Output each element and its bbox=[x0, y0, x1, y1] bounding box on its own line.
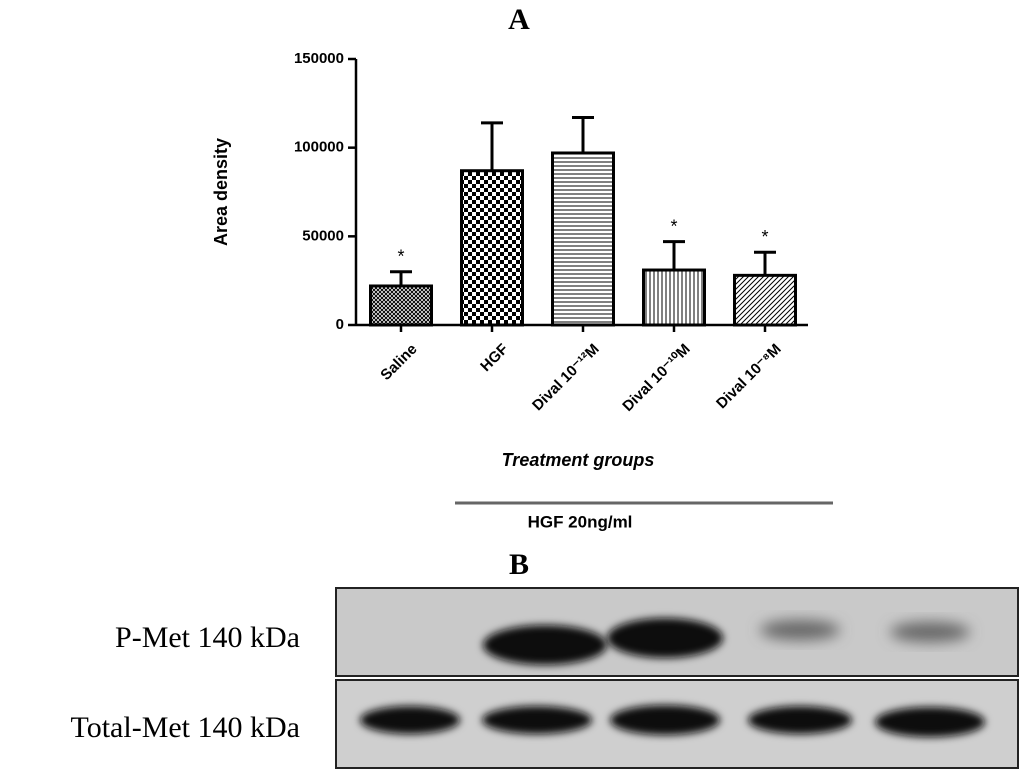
x-tick-label: Dival 10⁻¹²M bbox=[529, 341, 603, 415]
significance-mark: * bbox=[670, 216, 677, 236]
x-axis-title: Treatment groups bbox=[502, 450, 655, 470]
bar bbox=[369, 284, 433, 327]
x-tick-label: Saline bbox=[377, 341, 420, 384]
blot-band bbox=[360, 706, 460, 734]
blot-band bbox=[875, 707, 985, 737]
blot bbox=[335, 587, 1019, 769]
blot-band bbox=[890, 622, 970, 642]
x-tick-label: HGF bbox=[477, 341, 511, 375]
blot-row-label: P-Met 140 kDa bbox=[115, 621, 300, 654]
y-tick-label: 50000 bbox=[302, 227, 344, 244]
panel-label: B bbox=[509, 548, 529, 581]
y-tick-label: 100000 bbox=[294, 139, 344, 156]
significance-mark: * bbox=[397, 247, 404, 267]
y-tick-label: 0 bbox=[336, 316, 344, 333]
bracket-label: HGF 20ng/ml bbox=[528, 512, 633, 531]
bar bbox=[733, 273, 797, 327]
blot-band bbox=[748, 706, 852, 734]
blot-band bbox=[610, 705, 720, 735]
significance-mark: * bbox=[761, 227, 768, 247]
blot-band bbox=[482, 706, 592, 734]
x-tick-label: Dival 10⁻¹⁰M bbox=[619, 341, 693, 415]
y-tick-label: 150000 bbox=[294, 50, 344, 67]
blot-band bbox=[760, 620, 840, 640]
blot-band bbox=[483, 625, 607, 665]
bar bbox=[642, 268, 706, 327]
chart-title: A bbox=[508, 3, 530, 36]
x-tick-label: Dival 10⁻⁸M bbox=[713, 341, 785, 413]
bar bbox=[551, 151, 615, 327]
blot-band bbox=[607, 618, 723, 658]
bar bbox=[460, 169, 524, 327]
blot-row-label: Total-Met 140 kDa bbox=[70, 711, 300, 744]
y-axis-title: Area density bbox=[211, 138, 231, 246]
